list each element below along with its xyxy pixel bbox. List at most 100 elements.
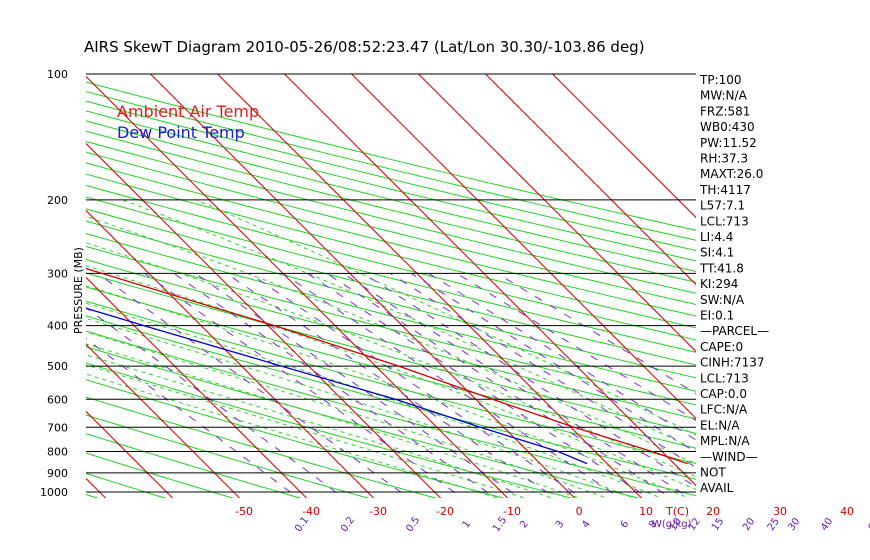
isotherm-line <box>86 343 241 498</box>
isotherm-line <box>150 74 576 498</box>
bottom-tick-label: 40 <box>840 505 854 518</box>
index-item: CAPE:0 <box>700 340 743 354</box>
mixing-ratio-line <box>496 273 696 395</box>
mixing-ratio-label: 2 <box>518 519 531 531</box>
isotherm-line <box>86 410 174 498</box>
bottom-tick-label: -40 <box>302 505 320 518</box>
index-item: WB0:430 <box>700 120 755 134</box>
dry-adiabat-line <box>86 196 696 353</box>
index-item: RH:37.3 <box>700 152 748 166</box>
isotherm-line <box>552 74 696 219</box>
mixing-ratio-line <box>86 307 345 498</box>
dry-adiabat-line <box>86 184 696 341</box>
mixing-ratio-line <box>389 273 696 469</box>
pressure-label: 700 <box>47 421 68 434</box>
dry-adiabat-line <box>86 300 696 465</box>
index-item: TT:41.8 <box>699 261 744 275</box>
dry-adiabat-line <box>86 220 696 379</box>
isotherm-line <box>418 74 696 353</box>
mixing-ratio-line <box>342 273 691 498</box>
mixing-ratio-label: 25 <box>766 516 782 533</box>
dry-adiabat-line <box>86 162 696 317</box>
pressure-label: 200 <box>47 194 68 207</box>
dry-adiabat-line <box>86 140 696 294</box>
moist-adiabat-line <box>86 373 500 498</box>
isotherm-line <box>86 276 308 498</box>
legend-ambient-air-temp: Ambient Air Temp <box>117 102 259 121</box>
dry-adiabat-line <box>86 362 573 498</box>
dew-point-line <box>86 307 588 465</box>
index-item: LCL:713 <box>700 214 749 228</box>
dry-adiabat-line <box>86 173 696 329</box>
index-item: SW:N/A <box>700 293 745 307</box>
mixing-ratio-label: 60 <box>866 516 870 533</box>
bottom-tick-label: -30 <box>369 505 387 518</box>
moist-adiabat-line <box>86 242 696 478</box>
index-item: NOT <box>700 466 726 480</box>
index-item: MW:N/A <box>700 89 748 103</box>
index-item: MAXT:26.0 <box>700 167 763 181</box>
index-item: EL:N/A <box>700 418 740 432</box>
index-item: —WIND— <box>700 450 758 464</box>
moist-adiabat-line <box>86 364 527 498</box>
index-item: LI:4.4 <box>700 230 733 244</box>
index-item: AVAIL <box>700 481 734 495</box>
moist-adiabat-line <box>86 317 636 498</box>
dry-adiabat-line <box>86 151 696 306</box>
pressure-labels: 100 200 300 400 500 600 700 800 900 1000 <box>40 68 68 499</box>
isotherm-line <box>86 209 375 498</box>
mixing-ratio-label: 20 <box>741 516 757 533</box>
mixing-ratio-label: 0.2 <box>339 515 357 534</box>
bottom-tick-label: -10 <box>503 505 521 518</box>
pressure-label: 300 <box>47 267 68 280</box>
isotherm-line <box>217 74 643 498</box>
mixing-ratio-line <box>428 273 696 441</box>
pressure-label: 500 <box>47 360 68 373</box>
index-item: TP:100 <box>699 73 742 87</box>
dry-adiabat-line <box>86 100 696 252</box>
dry-adiabat-line <box>86 259 696 420</box>
mixing-ratio-label: 8 <box>647 519 660 531</box>
isotherm-line <box>284 74 696 487</box>
moist-adiabat-line <box>86 331 609 498</box>
index-item: L57:7.1 <box>700 199 745 213</box>
dry-adiabat-line <box>86 245 696 406</box>
isotherm-line <box>485 74 696 286</box>
isotherm-line <box>86 75 509 498</box>
index-item: LFC:N/A <box>700 403 748 417</box>
pressure-isobars <box>86 73 696 493</box>
pressure-label: 900 <box>47 467 68 480</box>
moist-adiabat-line <box>86 343 581 498</box>
mixing-ratio-line <box>249 273 583 498</box>
index-item: —PARCEL— <box>700 324 769 338</box>
bottom-temperature-ticks: -50 -40 -30 -20 -10 0 10 20 30 40 <box>235 505 854 518</box>
mixing-ratio-label: 0.5 <box>404 515 422 534</box>
dry-adiabat-line <box>86 110 696 262</box>
mixing-ratio-line <box>86 338 299 498</box>
index-item: PW:11.52 <box>700 136 757 150</box>
dry-adiabat-line <box>86 233 696 392</box>
dry-adiabat-line <box>86 208 696 366</box>
chart-title: AIRS SkewT Diagram 2010-05-26/08:52:23.4… <box>84 38 645 56</box>
moist-adiabat-line <box>86 265 696 490</box>
index-item: LCL:713 <box>700 371 749 385</box>
bottom-tick-label: 0 <box>576 505 583 518</box>
mixing-ratio-label: 30 <box>786 516 802 533</box>
x-axis-unit-label: T(C) <box>665 505 689 518</box>
dry-adiabat-line <box>86 130 696 283</box>
mixing-ratio-unit-label: W(g/kg) <box>652 519 692 530</box>
dry-adiabat-line <box>86 346 641 498</box>
index-item: TH:4117 <box>699 183 751 197</box>
mixing-ratio-label: 1 <box>461 519 474 531</box>
index-item: FRZ:581 <box>700 104 750 118</box>
index-item: CAP:0.0 <box>700 387 747 401</box>
moist-adiabat-line <box>86 302 663 498</box>
pressure-label: 100 <box>47 68 68 81</box>
index-item: KI:294 <box>700 277 738 291</box>
moist-adiabat-line <box>86 354 554 498</box>
mixing-ratio-line <box>97 273 410 498</box>
pressure-label: 600 <box>47 393 68 406</box>
dry-adiabat-line <box>86 272 696 434</box>
dry-adiabat-line <box>86 330 696 497</box>
